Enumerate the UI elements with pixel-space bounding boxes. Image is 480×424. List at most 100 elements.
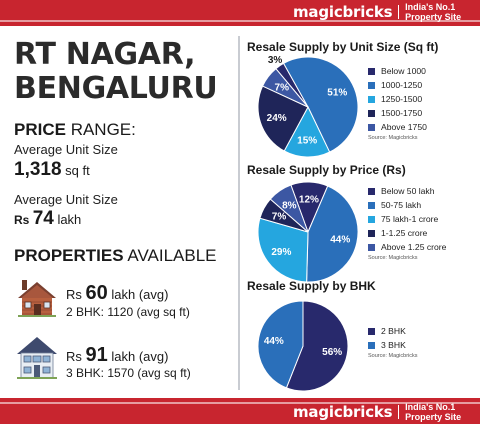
pie-label-75-lakh-1-crore: 29%: [271, 247, 291, 258]
property-2bhk-detail: 2 BHK: 1120 (avg sq ft): [66, 305, 190, 319]
legend-item-1000-1250: 1000-1250: [368, 78, 427, 92]
property-2bhk-currency: Rs: [66, 287, 86, 302]
properties-heading: PROPERTIES AVAILABLE: [14, 246, 217, 266]
properties-bold: PROPERTIES: [14, 246, 124, 265]
legend-label: Below 50 lakh: [381, 186, 435, 196]
pie-label-2-bhk: 56%: [322, 347, 342, 358]
price-range-rest: RANGE:: [65, 120, 136, 139]
pie-slice-2-bhk: [285, 300, 349, 392]
banner-stripe: [0, 402, 480, 404]
brand-tagline: India's No.1 Property Site: [405, 402, 462, 422]
legend-label: Above 1750: [381, 122, 427, 132]
top-banner: magicbricks India's No.1 Property Site: [0, 0, 480, 26]
legend-label: 2 BHK: [381, 326, 406, 336]
legend-swatch: [368, 123, 375, 131]
avg-unit-size-label: Average Unit Size: [14, 142, 118, 157]
legend-swatch: [368, 81, 375, 89]
property-3bhk-suffix: lakh (avg): [107, 349, 169, 364]
chart-unit-size-pie: 3% 51% 15% 24% 7%: [257, 55, 359, 158]
pie-label-50-75-lakh: 44%: [330, 235, 350, 246]
legend-swatch: [368, 341, 375, 349]
chart-bhk-pie: 56% 44%: [257, 300, 349, 392]
legend-swatch: [368, 327, 375, 335]
price-range-bold: PRICE: [14, 120, 66, 139]
brick-house-icon: [18, 280, 56, 317]
legend-swatch: [368, 229, 375, 237]
legend-label: 1000-1250: [381, 80, 423, 90]
legend-label: 1-1.25 crore: [381, 228, 428, 238]
avg-unit-price-number: 74: [32, 208, 54, 229]
avg-unit-price-currency: Rs: [14, 213, 33, 227]
banner-stripe: [0, 20, 480, 22]
brand-header: magicbricks India's No.1 Property Site: [293, 2, 480, 22]
property-2bhk-price: Rs 60 lakh (avg): [66, 282, 168, 305]
legend-swatch: [368, 109, 375, 117]
chart-bhk-title: Resale Supply by BHK: [247, 279, 376, 293]
legend-item-75-lakh-1-crore: 75 lakh-1 crore: [368, 212, 446, 226]
brand-logo: magicbricks: [293, 3, 393, 21]
chart-source: Source: Magicbricks: [368, 353, 418, 359]
property-3bhk-detail: 3 BHK: 1570 (avg sq ft): [66, 366, 191, 380]
legend-swatch: [368, 67, 375, 75]
legend-item-1250-1500: 1250-1500: [368, 92, 427, 106]
avg-unit-price-value: Rs 74 lakh: [14, 208, 81, 230]
pie-slice-1000-1250: [282, 56, 359, 153]
pie-label-below-50-lakh: 12%: [299, 195, 319, 206]
legend-label: 75 lakh-1 crore: [381, 214, 439, 224]
legend-item-above-1-25-crore: Above 1.25 crore: [368, 240, 446, 254]
pie-label-1-1-25-crore: 7%: [272, 212, 287, 223]
legend-label: Above 1.25 crore: [381, 242, 447, 252]
chart-unit-size-legend: Below 1000 1000-1250 1250-1500 1500-1750 Abo…: [368, 64, 427, 141]
legend-label: 3 BHK: [381, 340, 406, 350]
chart-price-pie: 12% 44% 29% 7%8%: [257, 181, 359, 283]
property-2bhk-suffix: lakh (avg): [107, 287, 169, 302]
pie-slice-3-bhk: [257, 300, 304, 389]
brand-tagline: India's No.1 Property Site: [405, 2, 462, 22]
pie-slice-above-1750: [261, 67, 309, 108]
avg-unit-size-unit: sq ft: [61, 163, 90, 178]
legend-item-50-75-lakh: 50-75 lakh: [368, 198, 446, 212]
pie-slice-1500-1750: [257, 85, 309, 152]
property-3bhk-currency: Rs: [66, 349, 86, 364]
pie-label-above-1750: 7%: [275, 82, 290, 93]
chart-price-title: Resale Supply by Price (Rs): [247, 163, 406, 177]
city-title: RT NAGAR, BENGALURU: [14, 37, 218, 106]
legend-item-1500-1750: 1500-1750: [368, 106, 427, 120]
brand-footer: magicbricks India's No.1 Property Site: [293, 402, 480, 422]
property-2bhk-value: 60: [85, 282, 108, 304]
properties-rest: AVAILABLE: [123, 246, 217, 265]
property-3bhk-value: 91: [85, 344, 108, 366]
pie-label-1250-1500: 15%: [297, 135, 317, 146]
pie-label-above-1-25-crore: 8%: [282, 200, 297, 211]
legend-item-1-1-25-crore: 1-1.25 crore: [368, 226, 446, 240]
legend-item-below-1000: Below 1000: [368, 64, 427, 78]
legend-label: 50-75 lakh: [381, 200, 422, 210]
chart-bhk-legend: 2 BHK 3 BHK Source: Magicbricks: [368, 324, 418, 359]
brand-separator: [398, 5, 400, 19]
chart-unit-size-title: Resale Supply by Unit Size (Sq ft): [247, 40, 439, 54]
legend-label: 1500-1750: [381, 108, 423, 118]
villa-house-icon: [17, 337, 57, 379]
avg-unit-size-value: 1,318 sq ft: [14, 159, 90, 181]
chart-price-legend: Below 50 lakh 50-75 lakh 75 lakh-1 crore 1-…: [368, 184, 446, 261]
pie-slice-above-1-25-crore: [269, 184, 309, 233]
legend-swatch: [368, 243, 375, 251]
legend-swatch: [368, 215, 375, 223]
chart-source: Source: Magicbricks: [368, 255, 418, 261]
legend-item-3-bhk: 3 BHK: [368, 338, 418, 352]
pie-label-1500-1750: 24%: [267, 113, 287, 124]
pie-label-3-bhk: 44%: [264, 336, 284, 347]
legend-item-2-bhk: 2 BHK: [368, 324, 418, 338]
column-divider: [238, 36, 240, 390]
brand-separator: [398, 405, 400, 419]
avg-unit-price-unit: lakh: [53, 212, 82, 227]
bottom-banner: magicbricks India's No.1 Property Site: [0, 398, 480, 424]
pie-slice-75-lakh-1-crore: [257, 217, 309, 283]
legend-item-above-1750: Above 1750: [368, 120, 427, 134]
city-title-line1: RT NAGAR,: [14, 37, 196, 72]
chart-source: Source: Magicbricks: [368, 135, 418, 141]
pie-label-1000-1250: 51%: [327, 87, 347, 98]
avg-unit-size-number: 1,318: [14, 159, 62, 180]
avg-unit-price-label: Average Unit Size: [14, 192, 118, 207]
pie-label-below-1000: 3%: [268, 55, 283, 66]
